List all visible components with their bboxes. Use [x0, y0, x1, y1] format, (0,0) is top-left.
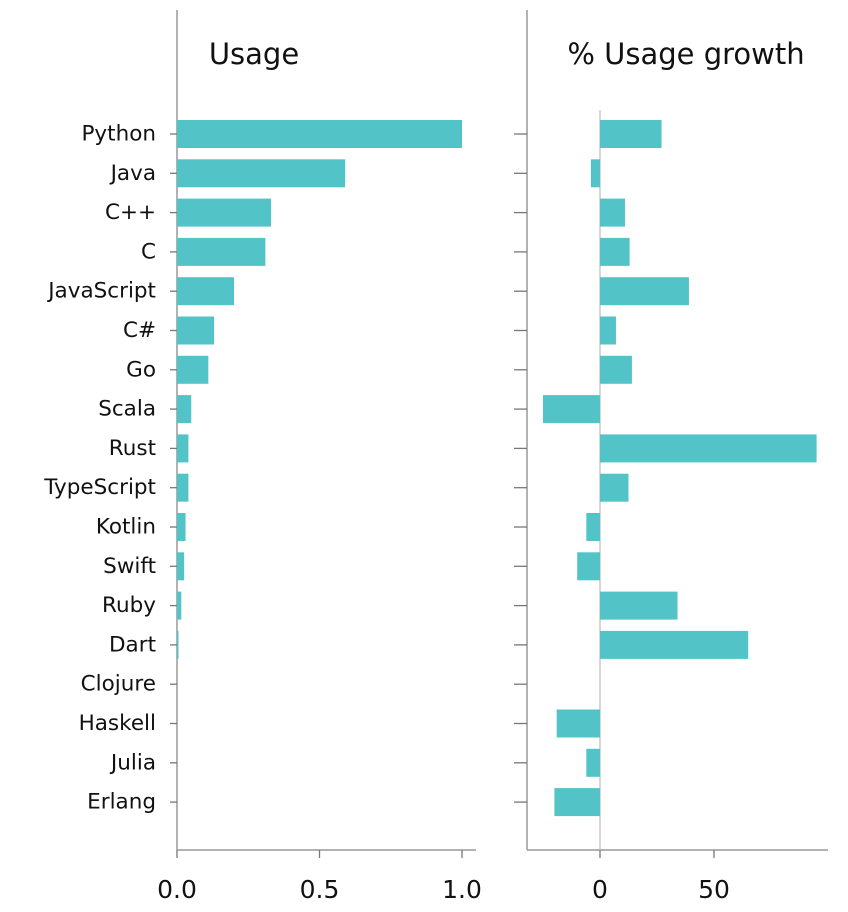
growth-bars: [543, 120, 817, 817]
usage-x-tick-label: 0.5: [300, 875, 340, 904]
growth-title: % Usage growth: [567, 37, 804, 71]
growth-bar-swift: [577, 552, 600, 581]
usage-bar-swift: [177, 552, 185, 581]
growth-bar-go: [600, 355, 632, 384]
growth-bar-ruby: [600, 591, 678, 620]
category-label-swift: Swift: [103, 554, 156, 579]
growth-bar-typescript: [600, 473, 629, 502]
growth-bar-haskell: [556, 709, 600, 738]
category-label-kotlin: Kotlin: [96, 515, 156, 540]
usage-bar-go: [177, 355, 209, 384]
category-label-python: Python: [81, 122, 156, 147]
usage-x-tick-label: 1.0: [442, 875, 482, 904]
growth-bar-c: [600, 237, 630, 266]
usage-bar-javascript: [177, 277, 234, 306]
growth-bar-csharp: [600, 316, 616, 345]
usage-bar-rust: [177, 434, 189, 463]
category-label-go: Go: [126, 357, 156, 382]
growth-bar-erlang: [554, 788, 600, 817]
usage-bar-kotlin: [177, 513, 186, 541]
growth-bar-python: [600, 120, 662, 148]
category-label-ruby: Ruby: [102, 593, 156, 618]
category-label-csharp: C#: [123, 318, 156, 343]
usage-bar-dart: [177, 630, 179, 659]
usage-bar-c: [177, 237, 266, 266]
category-label-julia: Julia: [109, 750, 156, 775]
usage-bar-cplusplus: [177, 198, 272, 227]
usage-bar-typescript: [177, 473, 189, 502]
category-label-erlang: Erlang: [87, 790, 156, 815]
growth-bar-rust: [600, 434, 817, 463]
growth-bar-scala: [543, 395, 600, 424]
usage-bar-csharp: [177, 316, 215, 345]
growth-bar-cplusplus: [600, 198, 626, 227]
usage-x-ticks: 0.0 0.5 1.0: [157, 850, 482, 904]
category-label-javascript: JavaScript: [46, 279, 156, 304]
category-label-c: C: [141, 239, 156, 264]
usage-category-labels: Python Java C++ C JavaScript C# Go Scala Rust Typ…: [43, 122, 177, 815]
usage-title: Usage: [209, 37, 299, 71]
usage-bars: [177, 120, 462, 659]
growth-x-tick-label: 0: [592, 875, 608, 904]
category-label-dart: Dart: [109, 632, 156, 657]
usage-bar-scala: [177, 395, 192, 424]
category-label-rust: Rust: [109, 436, 156, 461]
growth-bar-julia: [586, 748, 600, 777]
growth-bar-javascript: [600, 277, 689, 306]
usage-bar-python: [177, 120, 462, 148]
usage-x-tick-label: 0.0: [157, 875, 197, 904]
category-label-java: Java: [109, 161, 156, 186]
growth-x-ticks: 0 50: [592, 850, 730, 904]
category-label-typescript: TypeScript: [43, 475, 156, 500]
growth-x-tick-label: 50: [698, 875, 730, 904]
category-label-clojure: Clojure: [81, 672, 156, 697]
category-label-haskell: Haskell: [79, 711, 156, 736]
growth-y-ticks: [514, 133, 527, 803]
category-label-scala: Scala: [98, 397, 156, 422]
growth-bar-java: [590, 159, 600, 188]
usage-bar-java: [177, 159, 346, 188]
category-label-cplusplus: C++: [105, 200, 156, 225]
usage-bar-ruby: [177, 591, 182, 620]
growth-bar-dart: [600, 630, 749, 659]
growth-bar-kotlin: [586, 513, 600, 541]
